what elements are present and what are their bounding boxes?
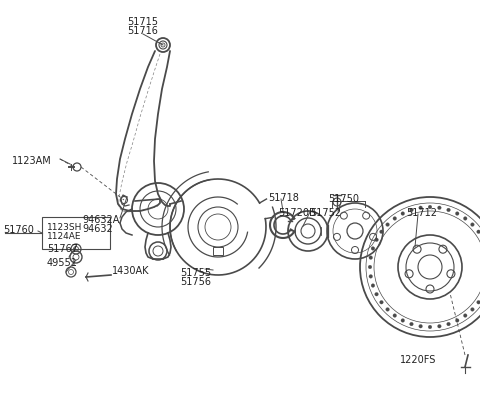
Circle shape (477, 301, 480, 304)
Circle shape (369, 275, 372, 279)
Circle shape (447, 322, 450, 326)
Bar (42, 218, 110, 249)
Circle shape (438, 207, 441, 210)
Circle shape (419, 325, 422, 328)
Bar (213, 247, 223, 255)
Circle shape (393, 314, 396, 317)
Circle shape (401, 319, 405, 322)
Circle shape (386, 223, 389, 227)
Circle shape (380, 230, 383, 234)
Circle shape (393, 217, 396, 221)
Text: 1220FS: 1220FS (400, 354, 436, 364)
Circle shape (428, 326, 432, 329)
Circle shape (428, 206, 432, 209)
Circle shape (369, 256, 372, 260)
Text: 1124AE: 1124AE (47, 231, 82, 240)
Text: 1123SH: 1123SH (47, 222, 83, 231)
Circle shape (470, 308, 474, 312)
Text: 51752: 51752 (310, 207, 341, 218)
Circle shape (456, 212, 459, 216)
Text: 51720B: 51720B (278, 207, 316, 218)
Circle shape (380, 301, 383, 304)
Circle shape (371, 247, 375, 251)
Text: 51715: 51715 (128, 17, 158, 27)
Circle shape (375, 293, 378, 296)
Circle shape (464, 314, 467, 317)
Circle shape (368, 265, 372, 269)
Text: 51755: 51755 (180, 267, 211, 277)
Text: 1123AM: 1123AM (12, 155, 52, 166)
Circle shape (401, 212, 405, 216)
Circle shape (456, 319, 459, 322)
Text: 1430AK: 1430AK (112, 265, 149, 275)
Circle shape (464, 217, 467, 221)
Text: 51756: 51756 (180, 276, 211, 286)
Circle shape (447, 209, 450, 212)
Text: 51712: 51712 (406, 207, 437, 218)
Text: 51718: 51718 (268, 193, 299, 202)
Circle shape (470, 223, 474, 227)
Text: 49551: 49551 (47, 257, 78, 267)
Text: 51760: 51760 (3, 225, 34, 234)
Circle shape (477, 230, 480, 234)
Text: 51750: 51750 (328, 193, 359, 204)
Circle shape (438, 325, 441, 328)
Text: 51767: 51767 (47, 243, 78, 254)
Circle shape (409, 209, 413, 212)
Text: 94632A: 94632A (82, 214, 120, 225)
Circle shape (409, 322, 413, 326)
Text: 51716: 51716 (128, 26, 158, 36)
Circle shape (386, 308, 389, 312)
Circle shape (371, 284, 375, 288)
Circle shape (375, 238, 378, 242)
Text: 94632: 94632 (82, 223, 113, 234)
Circle shape (419, 207, 422, 210)
